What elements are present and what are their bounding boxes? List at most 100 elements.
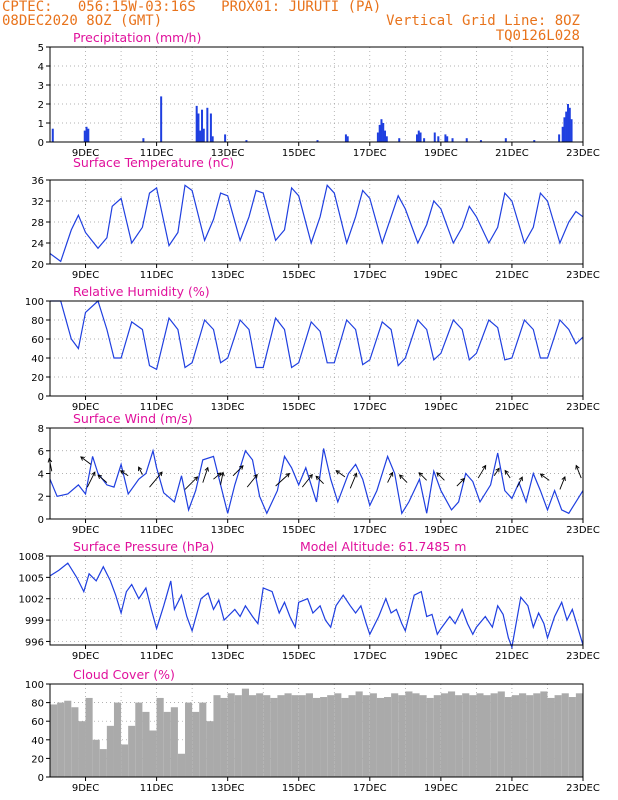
cloud-bar <box>213 695 221 777</box>
y-tick-label: 5 <box>38 43 44 54</box>
x-tick-label: 17DEC <box>353 651 387 662</box>
x-tick-label: 21DEC <box>495 783 529 794</box>
panel-frame <box>49 300 584 397</box>
y-tick-label: 2 <box>38 100 44 111</box>
wind-arrow <box>540 473 550 481</box>
y-tick-label: 996 <box>25 637 44 648</box>
x-tick-label: 15DEC <box>282 651 316 662</box>
wind-arrow <box>232 465 244 477</box>
precip-bar <box>199 130 202 142</box>
cloud-bar <box>526 695 534 777</box>
cloud-bar <box>263 695 271 777</box>
y-tick-label: 999 <box>25 616 44 627</box>
x-tick-label: 19DEC <box>424 525 458 536</box>
cloud-bar <box>177 753 186 777</box>
x-tick-label: 11DEC <box>140 651 174 662</box>
cloud-bar <box>376 697 385 777</box>
wind-arrow-head <box>539 473 545 478</box>
wind-arrow-head <box>47 457 53 463</box>
cloud-bar <box>149 730 157 777</box>
precip-bar <box>316 140 319 142</box>
wind-arrow <box>559 476 566 490</box>
cloud-bar <box>142 711 150 777</box>
y-tick-label: 60 <box>31 335 44 346</box>
precip-bar <box>417 130 420 142</box>
x-tick-label: 9DEC <box>72 270 99 281</box>
y-tick-label: 20 <box>31 754 44 765</box>
cloud-bar <box>455 695 463 777</box>
cloud-bar <box>248 695 257 777</box>
cloud-bar <box>64 700 72 777</box>
header-grid-line: Vertical Grid Line: 8OZ <box>386 13 580 29</box>
cloud-bar <box>575 693 583 777</box>
cloud-bar <box>277 695 285 777</box>
wind-arrow-head <box>518 476 523 482</box>
panel-frame <box>49 427 584 520</box>
cloud-bar <box>504 697 512 777</box>
precip-bar <box>51 128 54 142</box>
cloud-bar <box>170 707 178 777</box>
x-tick-label: 9DEC <box>72 525 99 536</box>
cloud-bar <box>405 691 413 777</box>
y-tick-label: 0 <box>38 515 44 526</box>
precip-bar <box>465 138 468 142</box>
wind-arrow-head <box>97 474 103 479</box>
wind-arrow-head <box>91 471 96 477</box>
precip-bar <box>567 104 570 142</box>
x-tick-label: 23DEC <box>566 525 600 536</box>
y-tick-label: 4 <box>38 470 44 481</box>
wind-arrow <box>220 472 224 485</box>
wind-arrow-head <box>561 476 566 481</box>
wind-arrow <box>202 467 209 483</box>
precip-bar <box>197 113 200 142</box>
panel-title: Surface Wind (m/s) <box>73 411 193 426</box>
x-tick-label: 15DEC <box>282 402 316 413</box>
y-tick-label: 1005 <box>19 573 44 584</box>
cloud-bar <box>334 693 342 777</box>
x-tick-label: 13DEC <box>211 783 245 794</box>
cloud-bar <box>412 693 420 777</box>
precip-bar <box>419 132 422 142</box>
precip-bar <box>380 119 383 142</box>
series-line <box>50 299 584 371</box>
x-tick-label: 9DEC <box>72 402 99 413</box>
cloud-bar <box>106 725 114 777</box>
header-date: 08DEC2020 8OZ (GMT) <box>2 13 163 29</box>
wind-arrow-head <box>504 469 509 475</box>
wind-arrow-head <box>353 472 358 478</box>
x-tick-label: 13DEC <box>211 148 245 159</box>
wind-arrow <box>477 465 487 479</box>
cloud-bar <box>50 704 58 777</box>
wind-arrow <box>301 474 313 488</box>
x-tick-label: 19DEC <box>424 402 458 413</box>
cloud-bar <box>241 688 249 777</box>
wind-arrow <box>493 468 500 477</box>
cloud-bar <box>519 693 527 777</box>
x-tick-label: 11DEC <box>140 525 174 536</box>
y-tick-label: 80 <box>31 316 44 327</box>
x-tick-label: 21DEC <box>495 270 529 281</box>
x-tick-label: 9DEC <box>72 783 99 794</box>
wind-arrow <box>335 470 346 478</box>
header-line1: CPTEC: 056:15W-03:16S PROX01: JURUTI (PA… <box>2 0 382 15</box>
cloud-bar <box>92 739 100 777</box>
x-tick-label: 15DEC <box>282 270 316 281</box>
series-line <box>49 184 584 263</box>
x-tick-label: 21DEC <box>495 148 529 159</box>
wind-arrow <box>399 474 408 483</box>
wind-arrow <box>86 471 96 488</box>
cloud-bar <box>547 697 555 777</box>
precip-bar <box>558 134 561 142</box>
wind-arrow <box>149 471 163 488</box>
wind-arrow <box>275 473 290 487</box>
precip-bar <box>211 136 214 142</box>
wind-arrow <box>575 465 582 479</box>
wind-arrow <box>349 473 357 489</box>
precip-bar <box>382 123 385 142</box>
panel-title: Surface Pressure (hPa) <box>73 539 214 554</box>
cloud-bar <box>540 691 548 777</box>
wind-arrow-head <box>389 471 394 477</box>
wind-arrow-head <box>119 470 125 475</box>
panel-6: Cloud Cover (%) 0 20 40 60 80 100 9DEC 11DEC 13DE… <box>25 667 600 794</box>
